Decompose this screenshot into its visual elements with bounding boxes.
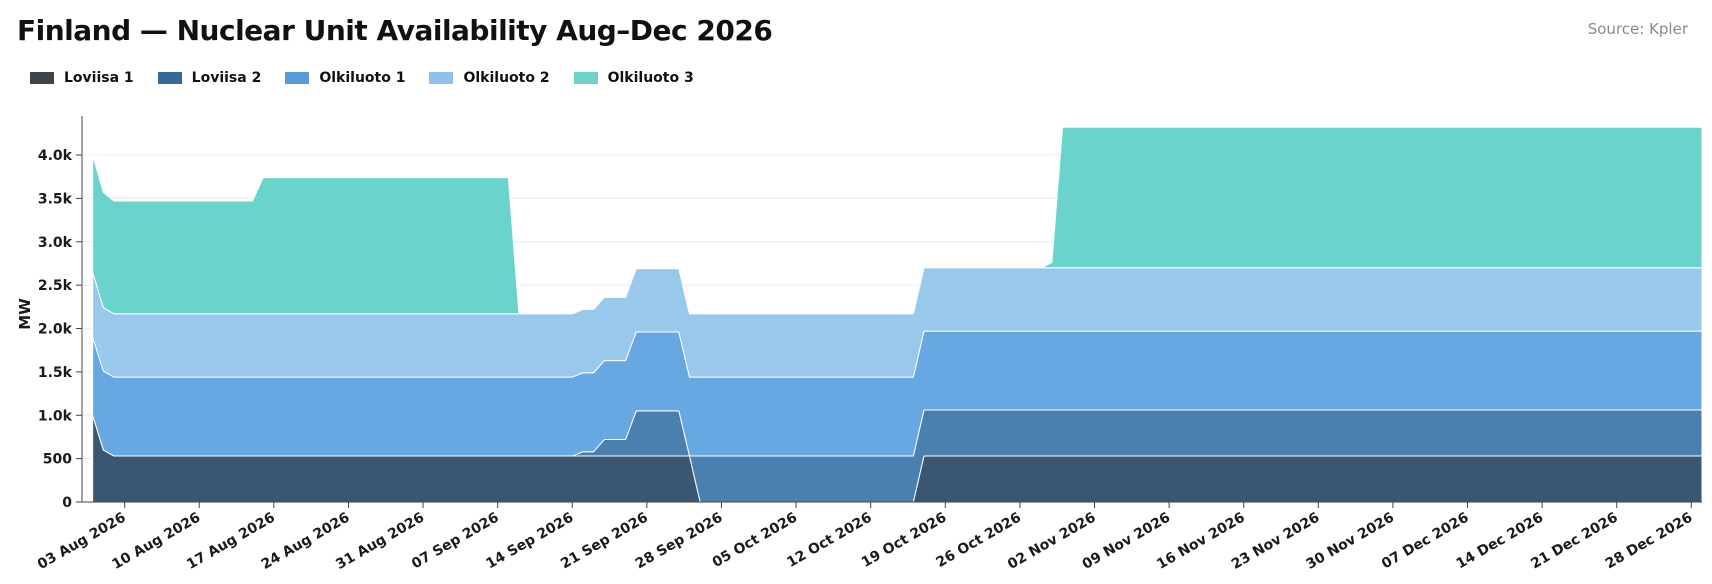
y-tick-label-3-0k: 3.0k: [38, 235, 73, 251]
legend-swatch-olkiluoto-3: [573, 72, 598, 84]
legend-item-loviisa-1[interactable]: Loviisa 1: [30, 70, 134, 86]
legend-item-loviisa-2[interactable]: Loviisa 2: [157, 70, 262, 86]
legend-item-olkiluoto-3[interactable]: Olkiluoto 3: [573, 70, 694, 86]
y-tick-label-2-5k: 2.5k: [38, 278, 73, 294]
y-axis-ticks: 0 500 1.0k 1.5k 2.0k 2.5k 3.0k 3.5k 4.0k: [38, 148, 82, 511]
legend-label-olkiluoto-3: Olkiluoto 3: [607, 70, 694, 86]
legend-swatch-olkiluoto-2: [429, 72, 454, 84]
axes: [81, 116, 1702, 503]
y-tick-label-0: 0: [62, 495, 72, 511]
legend-item-olkiluoto-2[interactable]: Olkiluoto 2: [429, 70, 550, 86]
y-axis-label: MW: [16, 298, 34, 330]
legend-swatch-loviisa-1: [30, 72, 54, 84]
y-tick-label-1-5k: 1.5k: [38, 365, 73, 381]
y-tick-label-500: 500: [43, 452, 72, 468]
source-label: Source: Kpler: [1587, 20, 1688, 38]
legend: Loviisa 1 Loviisa 2 Olkiluoto 1 Olkiluot…: [30, 70, 694, 86]
legend-label-loviisa-1: Loviisa 1: [64, 70, 134, 86]
y-tick-label-1-0k: 1.0k: [38, 408, 73, 424]
legend-label-loviisa-2: Loviisa 2: [191, 70, 262, 86]
legend-swatch-loviisa-2: [157, 72, 182, 84]
legend-item-olkiluoto-1[interactable]: Olkiluoto 1: [285, 70, 405, 86]
y-tick-label-4-0k: 4.0k: [38, 148, 73, 164]
legend-label-olkiluoto-1: Olkiluoto 1: [319, 70, 406, 86]
legend-label-olkiluoto-2: Olkiluoto 2: [463, 70, 550, 86]
y-tick-label-2-0k: 2.0k: [38, 322, 73, 338]
area-series: [92, 126, 1703, 503]
legend-swatch-olkiluoto-1: [285, 72, 310, 84]
area-olkiluoto-3[interactable]: [92, 126, 1703, 315]
chart-title: Finland — Nuclear Unit Availability Aug–…: [17, 14, 773, 47]
y-tick-label-3-5k: 3.5k: [38, 191, 73, 207]
